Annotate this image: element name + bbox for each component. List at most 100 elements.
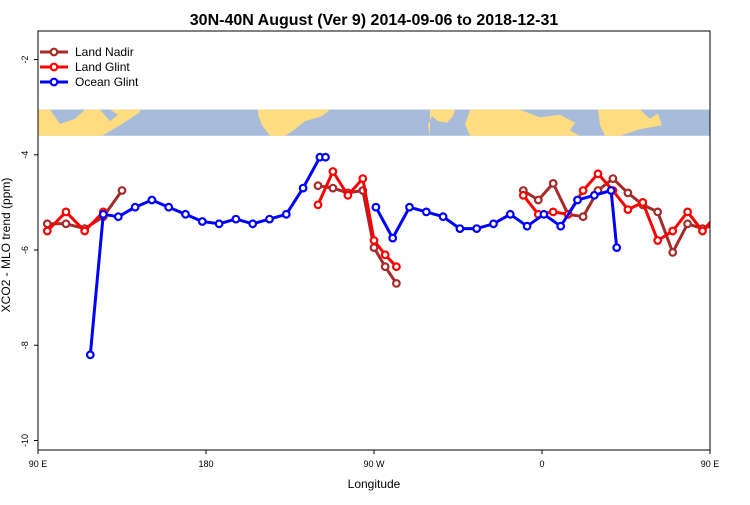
- ocean-glint-point: [389, 235, 396, 242]
- y-tick-label: -2: [20, 56, 30, 64]
- ocean-glint-point: [524, 223, 531, 230]
- land-glint-point: [580, 187, 587, 194]
- land-nadir-point: [654, 209, 661, 216]
- ocean-glint-point: [440, 213, 447, 220]
- x-tick-label: 90 E: [29, 459, 48, 469]
- land-glint-point: [360, 175, 367, 182]
- y-tick-label: -4: [20, 151, 30, 159]
- ocean-glint-point: [574, 197, 581, 204]
- land-glint-point: [382, 252, 389, 259]
- land-glint-point: [81, 228, 88, 235]
- land-glint-point: [654, 237, 661, 244]
- ocean-glint-point: [283, 211, 290, 218]
- land-glint-point: [625, 206, 632, 213]
- world-map-strip: [38, 110, 710, 136]
- land-nadir-point: [44, 221, 51, 228]
- legend-marker-ocean-glint: [51, 79, 58, 86]
- land-nadir-point: [744, 216, 750, 223]
- legend-label-ocean-glint: Ocean Glint: [75, 75, 139, 89]
- land-glint-point: [315, 202, 322, 209]
- y-tick-label: -6: [20, 246, 30, 254]
- ocean-glint-point: [613, 244, 620, 251]
- ocean-glint-point: [182, 211, 189, 218]
- ocean-glint-point: [132, 204, 139, 211]
- land-glint-point: [520, 192, 527, 199]
- ocean-glint-point: [300, 185, 307, 192]
- land-nadir-line-2: [523, 179, 750, 253]
- land-glint-point: [669, 228, 676, 235]
- land-nadir-point: [535, 197, 542, 204]
- land-nadir-point: [580, 213, 587, 220]
- land-nadir-point: [393, 280, 400, 287]
- land-nadir-point: [669, 249, 676, 256]
- ocean-glint-line-2: [729, 200, 750, 355]
- x-tick-label: 90 W: [363, 459, 385, 469]
- ocean-glint-point: [457, 225, 464, 232]
- land-glint-point: [371, 237, 378, 244]
- land-glint-point: [699, 228, 706, 235]
- land-glint-point: [345, 192, 352, 199]
- land-glint-line-0: [47, 212, 103, 231]
- land-nadir-point: [684, 221, 691, 228]
- land-glint-point: [640, 199, 647, 206]
- land-nadir-point: [119, 187, 126, 194]
- land-nadir-line-0: [47, 191, 122, 229]
- series-layer: [44, 154, 750, 358]
- land-nadir-point: [625, 190, 632, 197]
- land-glint-point: [684, 209, 691, 216]
- ocean-glint-point: [199, 218, 206, 225]
- land-nadir-point: [610, 175, 617, 182]
- ocean-glint-point: [115, 213, 122, 220]
- y-axis: -2 -4 -6 -8 -10: [20, 56, 38, 447]
- x-axis-label: Longitude: [348, 477, 401, 491]
- ocean-glint-point: [100, 211, 107, 218]
- ocean-glint-point: [507, 211, 514, 218]
- land-nadir-point: [63, 221, 70, 228]
- ocean-glint-point: [541, 211, 548, 218]
- ocean-glint-point: [406, 204, 413, 211]
- y-tick-label: -8: [20, 341, 30, 349]
- land-glint-point: [714, 211, 721, 218]
- land-nadir-point: [729, 225, 736, 232]
- ocean-glint-point: [149, 197, 156, 204]
- ocean-glint-point: [87, 352, 94, 359]
- land-nadir-point: [315, 182, 322, 189]
- land-glint-point: [595, 171, 602, 178]
- land-glint-point: [729, 211, 736, 218]
- ocean-glint-point: [322, 154, 329, 161]
- ocean-glint-point: [473, 225, 480, 232]
- ocean-glint-point: [557, 223, 564, 230]
- land-glint-point: [550, 209, 557, 216]
- x-tick-label: 0: [539, 459, 544, 469]
- ocean-glint-point: [608, 187, 615, 194]
- ocean-glint-point: [725, 352, 732, 359]
- land-glint-point: [63, 209, 70, 216]
- ocean-glint-point: [266, 216, 273, 223]
- ocean-glint-point: [373, 204, 380, 211]
- land-nadir-point: [330, 185, 337, 192]
- ocean-glint-point: [249, 221, 256, 228]
- y-tick-label: -10: [20, 434, 30, 447]
- x-tick-label: 180: [198, 459, 213, 469]
- legend-marker-land-nadir: [51, 49, 58, 56]
- ocean-glint-point: [233, 216, 240, 223]
- x-tick-label: 90 E: [701, 459, 720, 469]
- ocean-glint-point: [490, 221, 497, 228]
- land-nadir-point: [550, 180, 557, 187]
- land-glint-point: [44, 228, 51, 235]
- ocean-glint-point: [165, 204, 172, 211]
- land-nadir-point: [714, 221, 721, 228]
- y-axis-label: XCO2 - MLO trend (ppm): [0, 178, 13, 313]
- legend-label-land-glint: Land Glint: [75, 60, 130, 74]
- land-glint-point: [393, 263, 400, 270]
- ocean-glint-point: [423, 209, 430, 216]
- land-glint-point: [744, 211, 750, 218]
- ocean-glint-point: [591, 192, 598, 199]
- land-glint-point: [330, 168, 337, 175]
- ocean-glint-point: [735, 211, 742, 218]
- chart-title: 30N-40N August (Ver 9) 2014-09-06 to 201…: [190, 12, 559, 29]
- legend-marker-land-glint: [51, 64, 58, 71]
